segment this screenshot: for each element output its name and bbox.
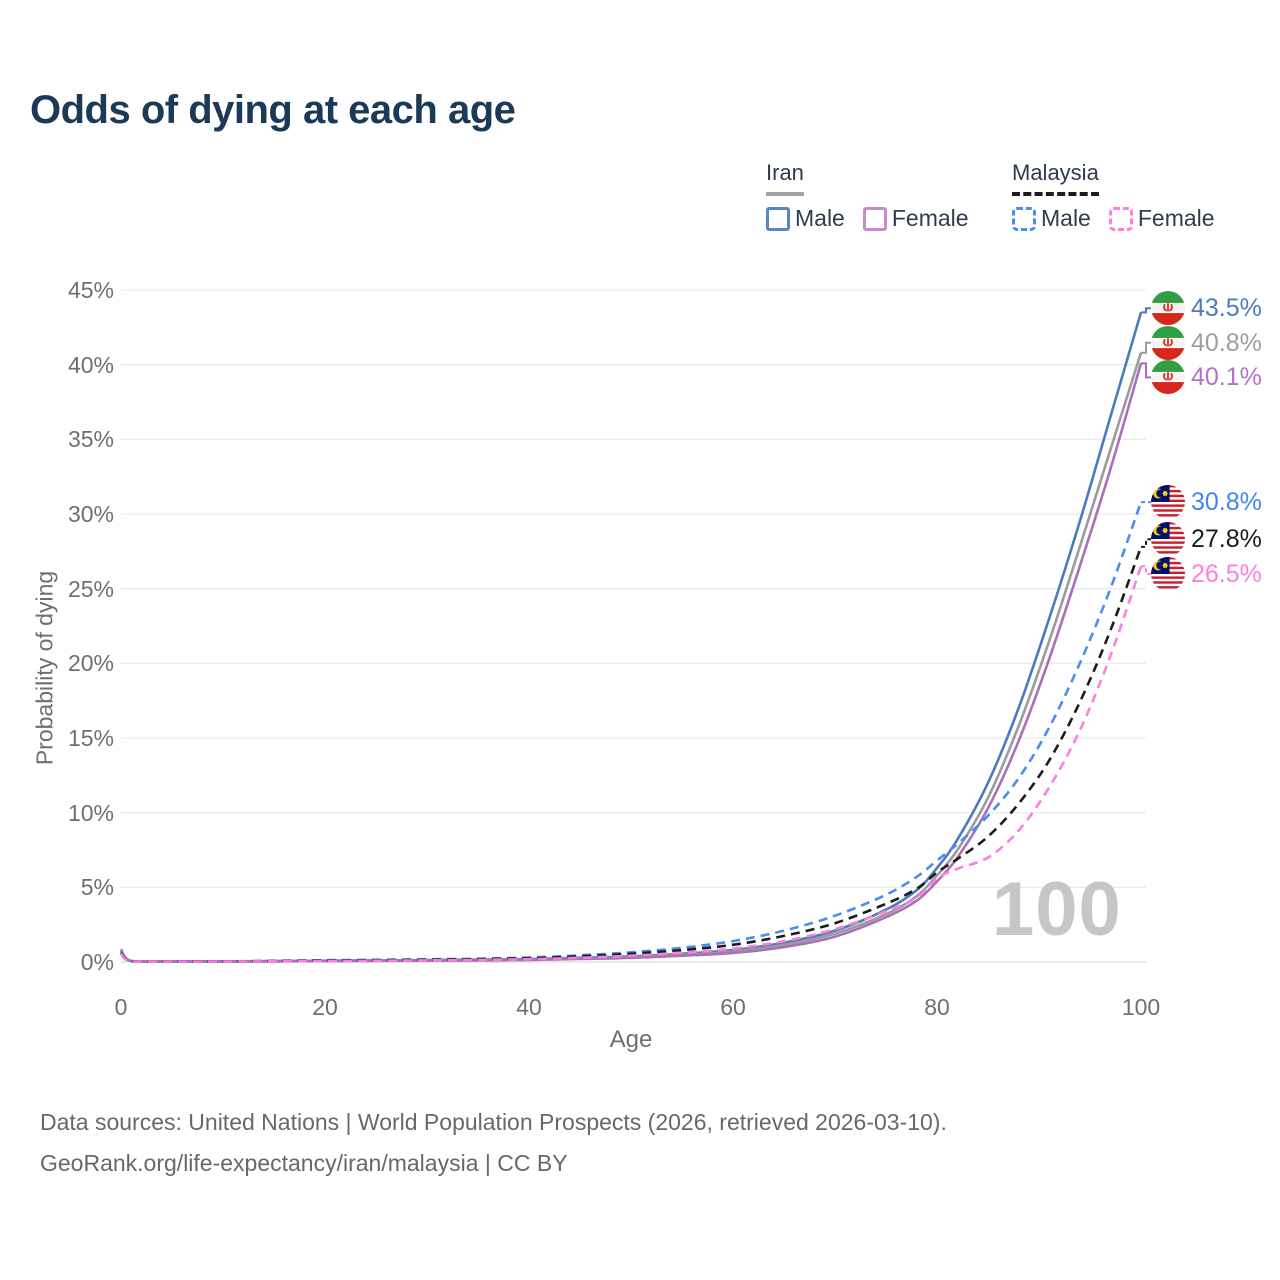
malaysia-flag-icon xyxy=(1151,522,1185,556)
legend-checkbox-iran-male[interactable] xyxy=(766,206,790,231)
end-label-iran-female: 40.1% xyxy=(1151,360,1262,394)
end-value-label-iran-female: 40.1% xyxy=(1191,362,1262,391)
x-tick-label-0: 0 xyxy=(114,994,128,1020)
series-line-iran-female xyxy=(119,362,1143,963)
end-value-label-malaysia-female: 26.5% xyxy=(1191,559,1262,588)
end-label-iran-both: 40.8% xyxy=(1151,326,1262,360)
y-tick-label-35: 35% xyxy=(67,426,114,452)
legend-checkbox-iran-female[interactable] xyxy=(862,206,887,231)
x-tick-label-20: 20 xyxy=(312,994,338,1020)
footer-sources-line: Data sources: United Nations | World Pop… xyxy=(40,1109,947,1135)
y-tick-label-15: 15% xyxy=(67,725,114,751)
end-label-connector-iran-male xyxy=(1141,307,1151,314)
end-label-malaysia-both: 27.8% xyxy=(1151,522,1262,556)
end-label-connector-malaysia-female xyxy=(1141,565,1151,575)
y-tick-label-30: 30% xyxy=(67,501,114,527)
end-value-label-iran-male: 43.5% xyxy=(1191,293,1262,322)
legend-label-iran-female: Female xyxy=(891,205,969,231)
data-sources-footer: Data sources: United Nations | World Pop… xyxy=(40,1102,947,1184)
iran-flag-icon xyxy=(1151,360,1185,394)
legend-checkbox-malaysia-male[interactable] xyxy=(1012,206,1036,231)
end-value-label-iran-both: 40.8% xyxy=(1191,328,1262,357)
age-watermark: 100 xyxy=(992,867,1122,952)
iran-flag-icon xyxy=(1151,326,1185,360)
legend-country-iran: Iran xyxy=(766,160,804,185)
legend-label-malaysia-female: Female xyxy=(1137,205,1215,231)
y-tick-label-40: 40% xyxy=(67,352,114,378)
end-label-malaysia-female: 26.5% xyxy=(1151,557,1262,591)
y-axis-title: Probability of dying xyxy=(31,570,58,766)
y-tick-label-10: 10% xyxy=(67,800,114,826)
legend-checkbox-malaysia-female[interactable] xyxy=(1108,206,1133,231)
legend-group-malaysia: Malaysia Male Female xyxy=(1012,160,1233,232)
end-label-connector-iran-both xyxy=(1141,341,1151,354)
mortality-line-chart: 0% 5% 10% 15% 20% 25% 30% 35% 40% 45% 0 20 40 60 80 100… xyxy=(0,240,1280,1100)
legend-underline-malaysia xyxy=(1012,192,1099,196)
footer-attribution-line: GeoRank.org/life-expectancy/iran/malaysi… xyxy=(40,1150,568,1176)
legend-label-iran-male: Male xyxy=(795,205,845,231)
iran-flag-icon xyxy=(1151,291,1185,325)
x-axis-title: Age xyxy=(609,1026,653,1053)
end-value-label-malaysia-both: 27.8% xyxy=(1191,524,1262,553)
series-line-malaysia-both xyxy=(120,546,1143,963)
x-tick-label-40: 40 xyxy=(516,994,542,1020)
end-label-iran-male: 43.5% xyxy=(1151,291,1262,325)
series-line-malaysia-female xyxy=(120,565,1143,964)
legend-item-iran-female[interactable]: Female xyxy=(862,205,969,232)
legend-country-malaysia: Malaysia xyxy=(1012,160,1099,185)
malaysia-flag-icon xyxy=(1151,557,1185,591)
end-label-connector-malaysia-both xyxy=(1141,538,1151,548)
legend-item-malaysia-female[interactable]: Female xyxy=(1108,205,1215,232)
legend-underline-iran xyxy=(766,192,804,196)
legend-label-malaysia-male: Male xyxy=(1041,205,1091,231)
y-tick-label-0: 0% xyxy=(80,949,114,975)
series-line-iran-both xyxy=(119,352,1143,963)
y-tick-label-5: 5% xyxy=(80,874,114,900)
legend-item-iran-male[interactable]: Male xyxy=(766,205,845,232)
y-tick-label-45: 45% xyxy=(67,277,114,303)
x-tick-label-80: 80 xyxy=(924,994,950,1020)
y-tick-label-20: 20% xyxy=(67,650,114,676)
series-line-malaysia-male xyxy=(119,501,1143,963)
end-value-label-malaysia-male: 30.8% xyxy=(1191,487,1262,516)
malaysia-flag-icon xyxy=(1151,485,1185,519)
plot-canvas xyxy=(119,289,1151,964)
end-label-malaysia-male: 30.8% xyxy=(1151,485,1262,519)
x-tick-label-100: 100 xyxy=(1121,994,1161,1020)
series-line-iran-male xyxy=(119,312,1143,963)
legend-item-malaysia-male[interactable]: Male xyxy=(1012,205,1091,232)
end-label-connector-iran-female xyxy=(1141,362,1151,379)
y-tick-label-25: 25% xyxy=(67,576,114,602)
x-tick-label-60: 60 xyxy=(720,994,746,1020)
legend-group-iran: Iran Male Female xyxy=(766,160,987,232)
page-title: Odds of dying at each age xyxy=(30,88,516,132)
